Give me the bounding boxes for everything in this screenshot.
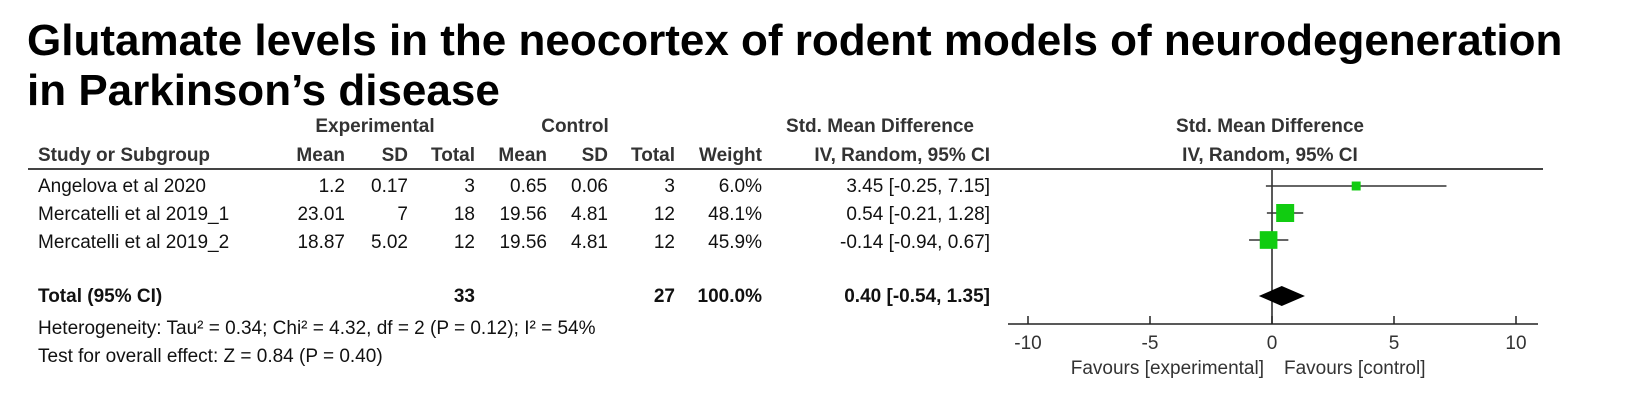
col-method: IV, Random, 95% CI xyxy=(814,145,990,166)
effect-marker xyxy=(1351,181,1361,191)
exp-mean: 18.87 xyxy=(297,232,345,253)
ctl-mean: 19.56 xyxy=(499,204,547,225)
ctl-total: 3 xyxy=(664,176,675,197)
effect-marker xyxy=(1276,204,1295,222)
exp-mean: 1.2 xyxy=(318,176,345,197)
weight: 6.0% xyxy=(718,176,762,197)
header-rule xyxy=(28,168,1543,170)
ctl-sd: 4.81 xyxy=(571,232,608,253)
exp-total: 18 xyxy=(453,204,475,225)
exp-total: 12 xyxy=(453,232,475,253)
x-tick-label: -5 xyxy=(1142,333,1159,354)
chart-title: Glutamate levels in the neocortex of rod… xyxy=(27,16,1627,116)
col-ctl-total: Total xyxy=(631,145,675,166)
study-name: Mercatelli et al 2019_1 xyxy=(38,204,230,225)
study-name: Mercatelli et al 2019_2 xyxy=(38,232,230,253)
ctl-total: 12 xyxy=(653,232,675,253)
exp-mean: 23.01 xyxy=(297,204,345,225)
ci-text: 3.45 [-0.25, 7.15] xyxy=(846,176,990,197)
chart-title-line-1: Glutamate levels in the neocortex of rod… xyxy=(27,16,1563,65)
effect-marker xyxy=(1259,231,1278,249)
overall-effect-text: Test for overall effect: Z = 0.84 (P = 0… xyxy=(38,346,383,367)
exp-sd: 0.17 xyxy=(371,176,408,197)
exp-sd: 7 xyxy=(397,204,408,225)
total-ci-text: 0.40 [-0.54, 1.35] xyxy=(844,286,990,307)
ctl-sd: 0.06 xyxy=(571,176,608,197)
ci-text: 0.54 [-0.21, 1.28] xyxy=(846,204,990,225)
ctl-total: 12 xyxy=(653,204,675,225)
header-smd: Std. Mean Difference xyxy=(786,116,974,137)
favours-right-label: Favours [control] xyxy=(1284,358,1426,379)
x-tick-label: 0 xyxy=(1267,333,1278,354)
ci-text: -0.14 [-0.94, 0.67] xyxy=(840,232,990,253)
ctl-mean: 0.65 xyxy=(510,176,547,197)
total-diamond xyxy=(1258,286,1305,306)
study-name: Angelova et al 2020 xyxy=(38,176,206,197)
header-experimental: Experimental xyxy=(315,116,435,137)
exp-total: 3 xyxy=(464,176,475,197)
header-control: Control xyxy=(541,116,609,137)
col-exp-total: Total xyxy=(431,145,475,166)
col-exp-sd: SD xyxy=(381,145,408,166)
total-ctl: 27 xyxy=(653,286,675,307)
x-tick-label: 10 xyxy=(1505,333,1526,354)
ctl-mean: 19.56 xyxy=(499,232,547,253)
col-exp-mean: Mean xyxy=(296,145,345,166)
chart-title-line-2: in Parkinson’s disease xyxy=(27,66,500,115)
ctl-sd: 4.81 xyxy=(571,204,608,225)
col-weight: Weight xyxy=(699,145,762,166)
x-tick-label: -10 xyxy=(1014,333,1041,354)
total-exp: 33 xyxy=(453,286,475,307)
weight: 48.1% xyxy=(708,204,762,225)
header-plot-smd: Std. Mean Difference xyxy=(1176,116,1364,137)
x-tick-label: 5 xyxy=(1389,333,1400,354)
weight: 45.9% xyxy=(708,232,762,253)
total-weight: 100.0% xyxy=(697,286,762,307)
heterogeneity-text: Heterogeneity: Tau² = 0.34; Chi² = 4.32,… xyxy=(38,318,596,339)
col-ctl-sd: SD xyxy=(581,145,608,166)
col-plot-method: IV, Random, 95% CI xyxy=(1182,145,1358,166)
col-ctl-mean: Mean xyxy=(498,145,547,166)
total-label: Total (95% CI) xyxy=(38,286,163,307)
favours-left-label: Favours [experimental] xyxy=(1071,358,1264,379)
col-study: Study or Subgroup xyxy=(38,145,211,166)
exp-sd: 5.02 xyxy=(371,232,408,253)
